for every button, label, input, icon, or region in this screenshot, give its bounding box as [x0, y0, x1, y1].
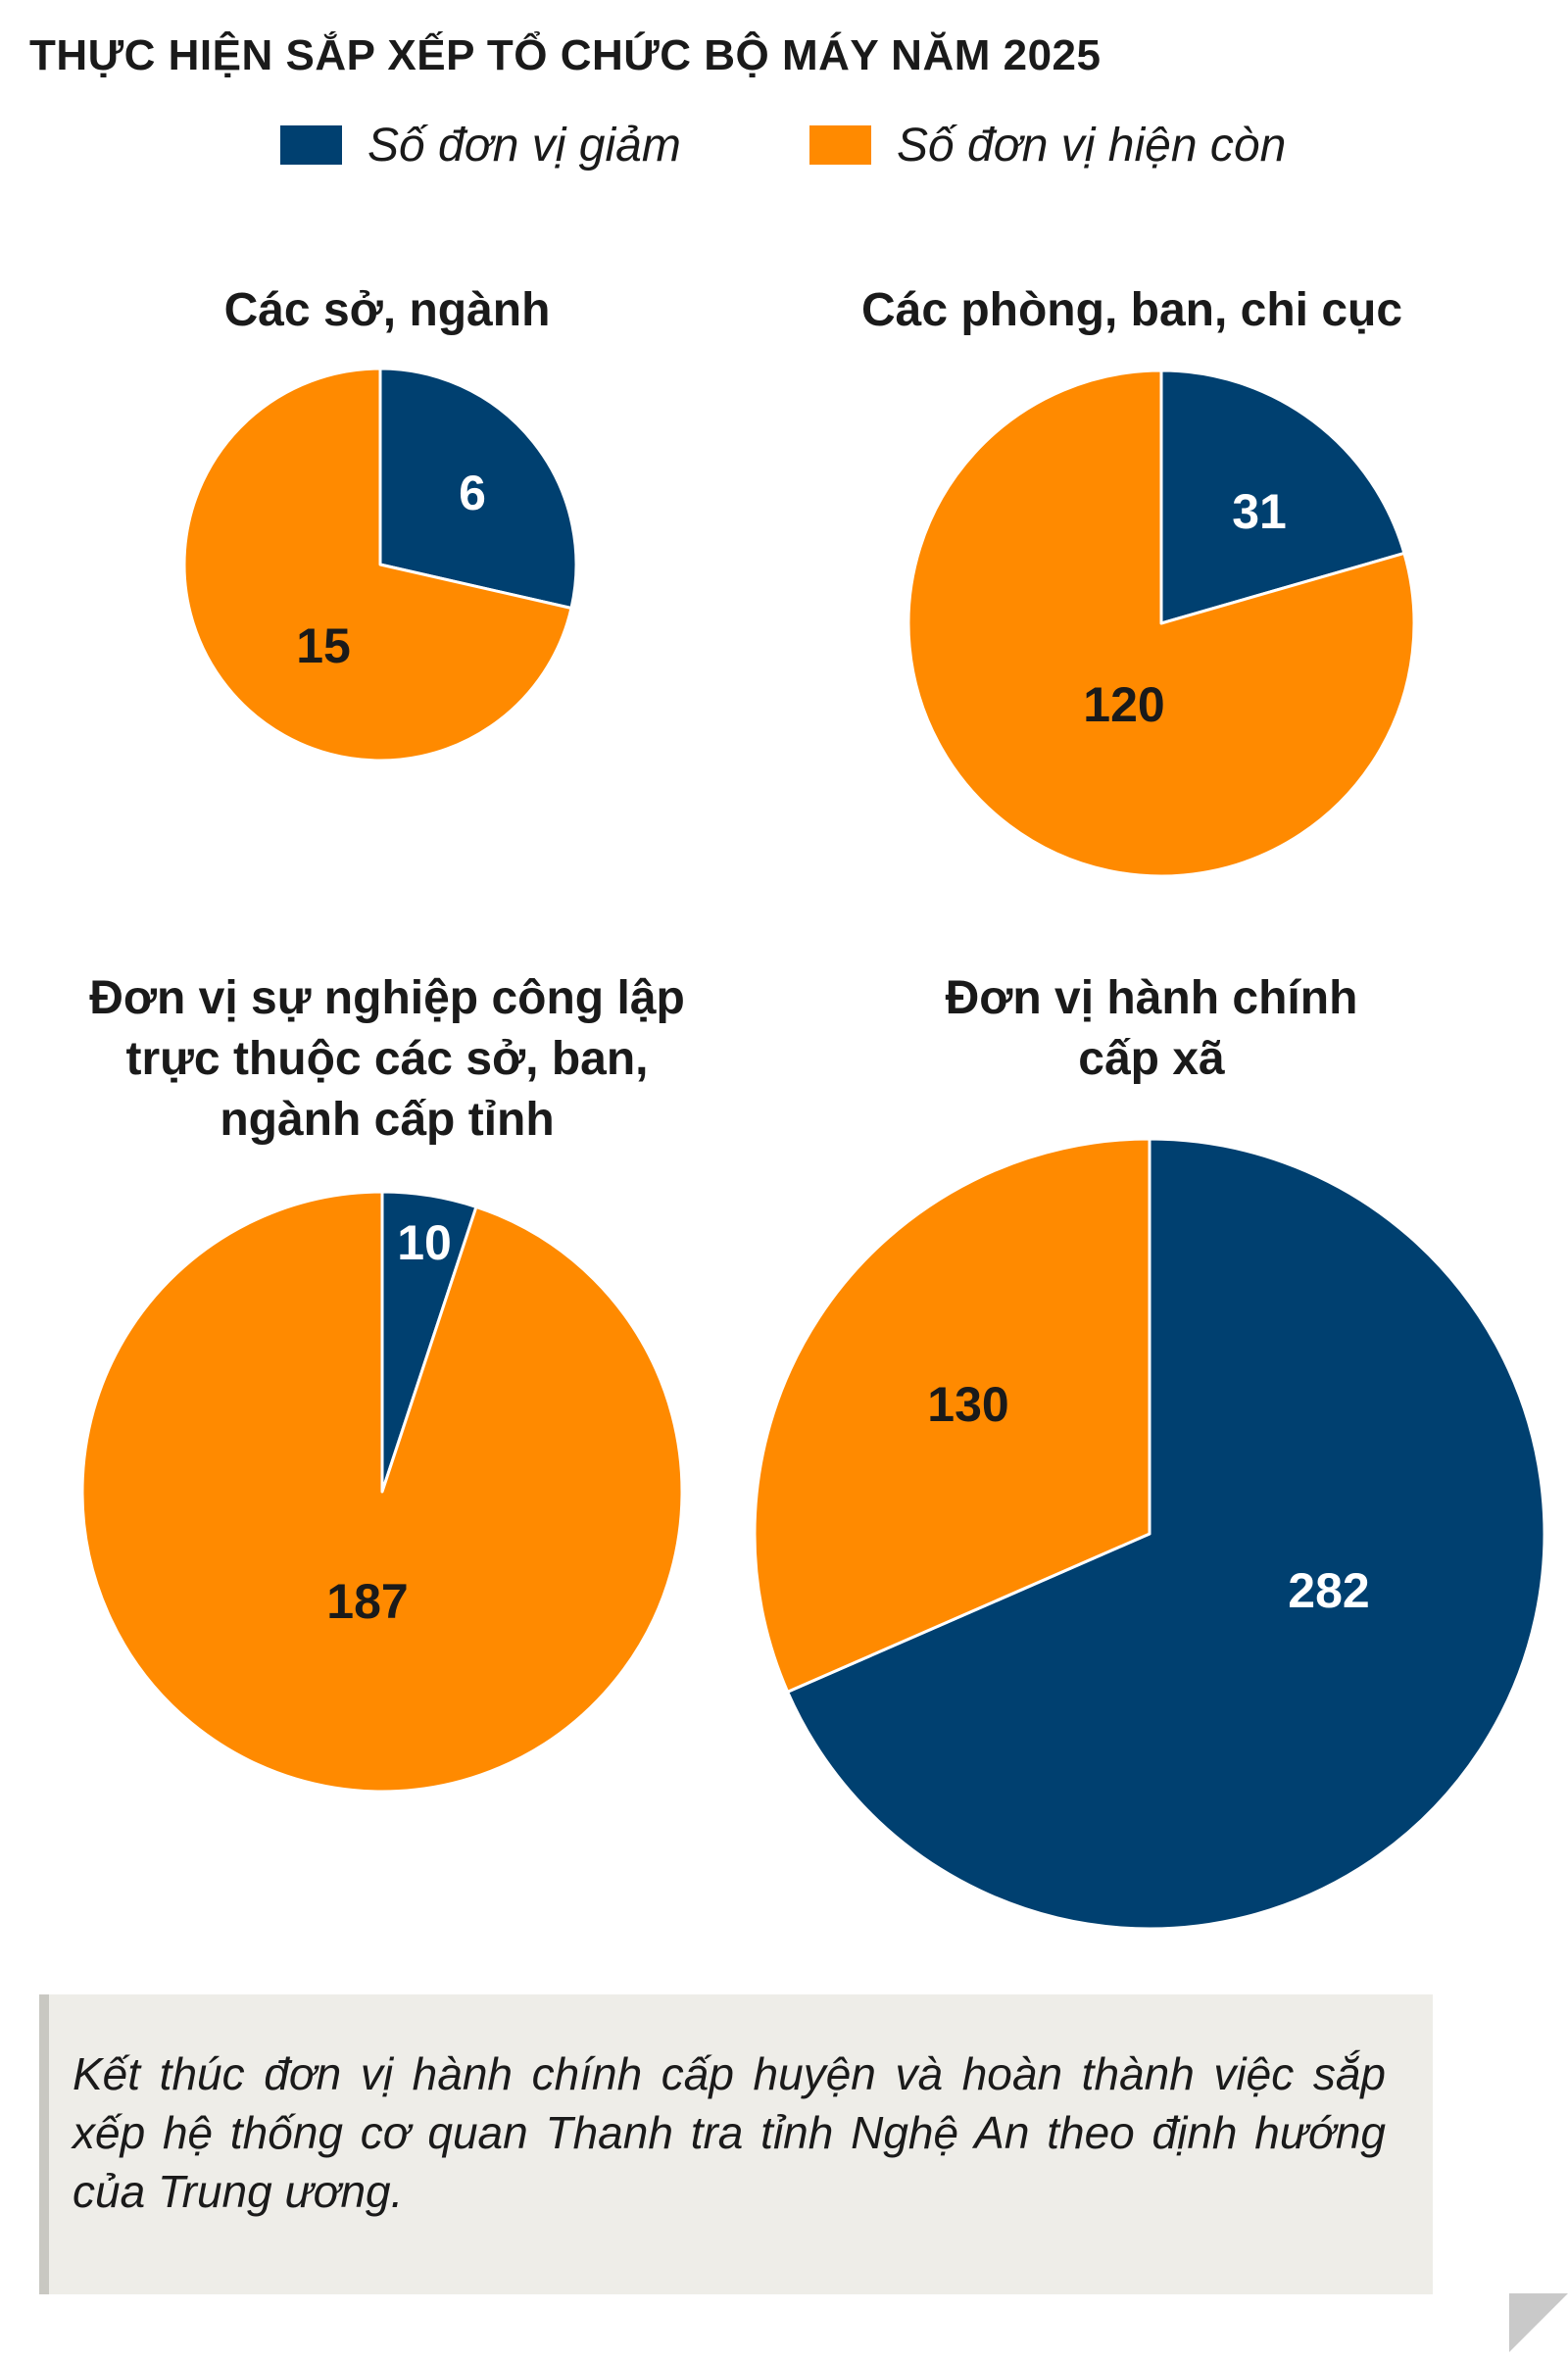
pie-data-label: 31	[1232, 484, 1287, 539]
chart-title-public-units: Đơn vị sự nghiệp công lập trực thuộc các …	[15, 968, 760, 1151]
chart-title-departments: Các sở, ngành	[88, 280, 686, 341]
legend-swatch-remaining	[809, 125, 871, 165]
legend-item-remaining: Số đơn vị hiện còn	[809, 116, 1286, 174]
legend-label-reduced: Số đơn vị giảm	[368, 119, 681, 172]
chart-title-line: Các phòng, ban, chi cục	[860, 284, 1403, 336]
note-box	[39, 1994, 1433, 2294]
pie-slice-remaining	[80, 1190, 684, 1794]
chart-title-line: Đơn vị sự nghiệp công lập	[89, 972, 685, 1024]
legend-label-remaining: Số đơn vị hiện còn	[897, 119, 1287, 172]
pie-data-label: 130	[927, 1377, 1008, 1432]
pie-slice-remaining	[906, 369, 1416, 878]
chart-title-line: ngành cấp tỉnh	[220, 1094, 555, 1146]
legend-swatch-reduced	[280, 125, 342, 165]
chart-title-line: trực thuộc các sở, ban,	[125, 1033, 649, 1085]
note-text: Kết thúc đơn vị hành chính cấp huyện và …	[73, 2048, 1386, 2217]
chart-title-offices: Các phòng, ban, chi cục	[755, 280, 1509, 341]
legend-item-reduced: Số đơn vị giảm	[280, 116, 681, 174]
pie-data-label: 282	[1288, 1563, 1369, 1618]
pie-data-label: 120	[1083, 677, 1164, 732]
pie-data-label: 187	[326, 1574, 408, 1629]
pie-data-label: 15	[296, 618, 351, 673]
chart-title-line: Các sở, ngành	[223, 284, 551, 336]
pie-data-label: 6	[459, 466, 486, 520]
infographic-title: THỰC HIỆN SẮP XẾP TỔ CHỨC BỘ MÁY NĂM 202…	[29, 31, 1102, 79]
pie-slice-remaining	[182, 367, 573, 762]
pie-data-label: 10	[397, 1215, 452, 1270]
pie-slice-reduced	[378, 367, 578, 611]
pie-slice-reduced	[1159, 369, 1406, 625]
pie-slice-reduced	[786, 1137, 1546, 1931]
chart-title-commune-units: Đơn vị hành chính cấp xã	[784, 968, 1519, 1090]
pie-slice-remaining	[753, 1137, 1152, 1694]
chart-title-line: Đơn vị hành chính	[945, 972, 1358, 1024]
chart-title-line: cấp xã	[1078, 1033, 1225, 1085]
page-corner-icon	[1509, 2293, 1568, 2352]
